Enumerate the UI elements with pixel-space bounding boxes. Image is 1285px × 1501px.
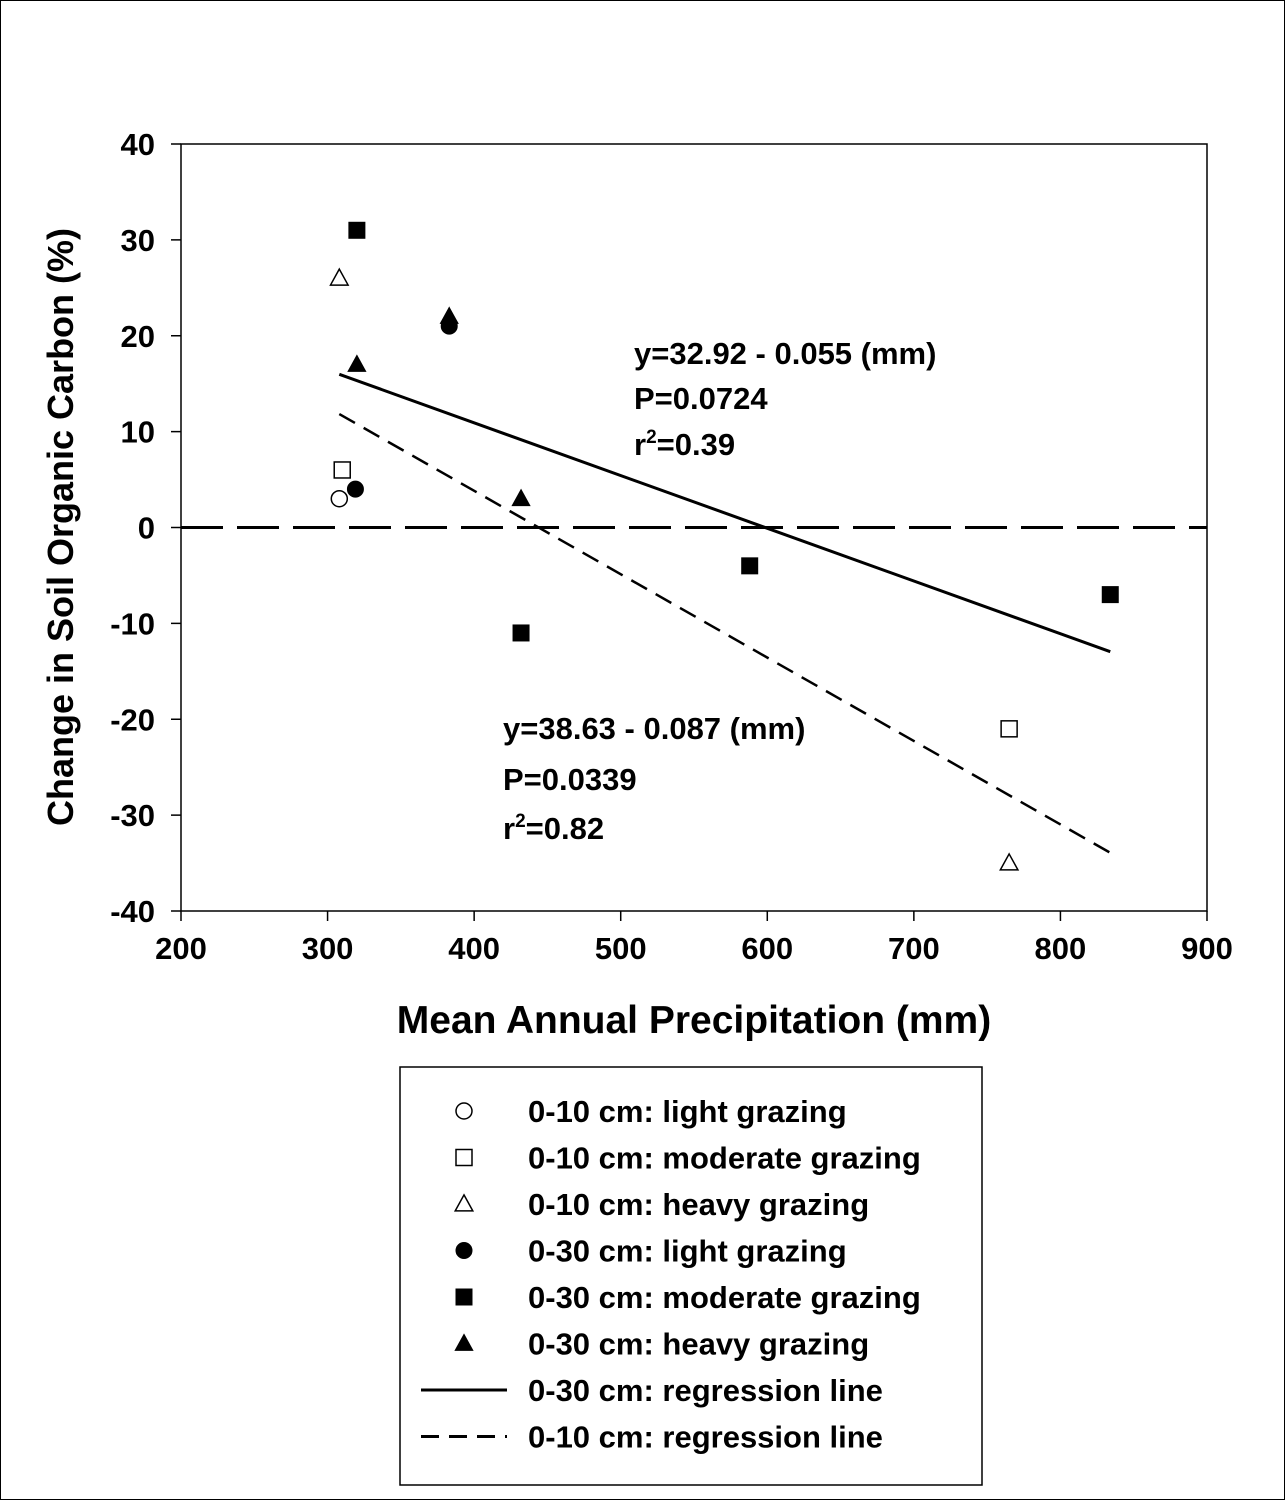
y-tick-label: 40 — [121, 127, 155, 162]
data-point-series-2 — [999, 852, 1020, 871]
data-point-series-5 — [347, 354, 367, 372]
x-tick-label: 300 — [302, 931, 354, 966]
x-tick-label: 500 — [595, 931, 647, 966]
data-point-series-1 — [333, 461, 351, 479]
legend-label-7: 0-10 cm: regression line — [528, 1420, 883, 1455]
regression-line-0 — [338, 372, 1111, 654]
x-tick-label: 400 — [448, 931, 500, 966]
y-tick-label: 0 — [138, 511, 155, 546]
y-tick-label: 10 — [121, 415, 155, 450]
data-point-series-4 — [1101, 586, 1119, 604]
y-axis-label: Change in Soil Organic Carbon (%) — [40, 228, 81, 826]
legend-label-4: 0-30 cm: moderate grazing — [528, 1280, 921, 1315]
regression-annotation-equation-0-30: y=32.92 - 0.055 (mm) — [634, 336, 936, 371]
legend-label-2: 0-10 cm: heavy grazing — [528, 1187, 869, 1222]
regression-annotation-r2-0-10: r2=0.82 — [503, 811, 604, 846]
axis-layer: 200 300 400 500 600 700 800 900 -40 -30 -20 -10 0 10 2… — [110, 127, 1233, 966]
legend-marker-2 — [453, 1193, 475, 1212]
x-tick-label: 700 — [888, 931, 940, 966]
y-tick-label: -20 — [110, 702, 155, 737]
x-tick-label: 200 — [155, 931, 207, 966]
legend-marker-4 — [455, 1288, 473, 1306]
legend-marker-0 — [455, 1102, 473, 1120]
data-point-series-3 — [346, 480, 364, 498]
legend-label-3: 0-30 cm: light grazing — [528, 1234, 847, 1269]
regression-annotation-p-0-10: P=0.0339 — [503, 762, 637, 797]
y-tick-label: 20 — [121, 319, 155, 354]
legend-marker-3 — [455, 1242, 473, 1259]
data-point-series-1 — [1000, 720, 1018, 738]
legend: 0-10 cm: light grazing 0-10 cm: moderate … — [421, 1094, 921, 1455]
data-point-series-5 — [439, 306, 459, 324]
y-tick-label: -40 — [110, 894, 155, 929]
regression-line-1 — [338, 412, 1111, 854]
regression-annotation-p-0-30: P=0.0724 — [634, 381, 768, 416]
x-tick-label: 600 — [741, 931, 793, 966]
data-point-series-4 — [348, 221, 366, 239]
data-points-layer — [329, 221, 1119, 871]
x-tick-label: 900 — [1181, 931, 1233, 966]
data-point-series-0 — [330, 489, 349, 508]
data-point-series-4 — [741, 557, 759, 575]
legend-label-1: 0-10 cm: moderate grazing — [528, 1141, 921, 1176]
x-axis-label: Mean Annual Precipitation (mm) — [397, 999, 991, 1042]
y-tick-label: -10 — [110, 606, 155, 641]
regression-annotation-equation-0-10: y=38.63 - 0.087 (mm) — [503, 711, 805, 746]
data-point-series-5 — [511, 488, 531, 507]
legend-marker-1 — [455, 1148, 473, 1167]
legend-label-6: 0-30 cm: regression line — [528, 1373, 883, 1408]
y-tick-label: -30 — [110, 798, 155, 833]
legend-label-5: 0-30 cm: heavy grazing — [528, 1327, 869, 1362]
regression-annotation-r2-0-30: r2=0.39 — [634, 427, 735, 462]
legend-marker-5 — [454, 1333, 474, 1351]
regression-layer — [338, 372, 1111, 854]
x-tick-label: 800 — [1035, 931, 1087, 966]
data-point-series-2 — [329, 267, 350, 286]
legend-box — [399, 1066, 983, 1486]
legend-label-0: 0-10 cm: light grazing — [528, 1094, 847, 1129]
data-point-series-4 — [512, 624, 530, 642]
y-tick-label: 30 — [121, 223, 155, 258]
